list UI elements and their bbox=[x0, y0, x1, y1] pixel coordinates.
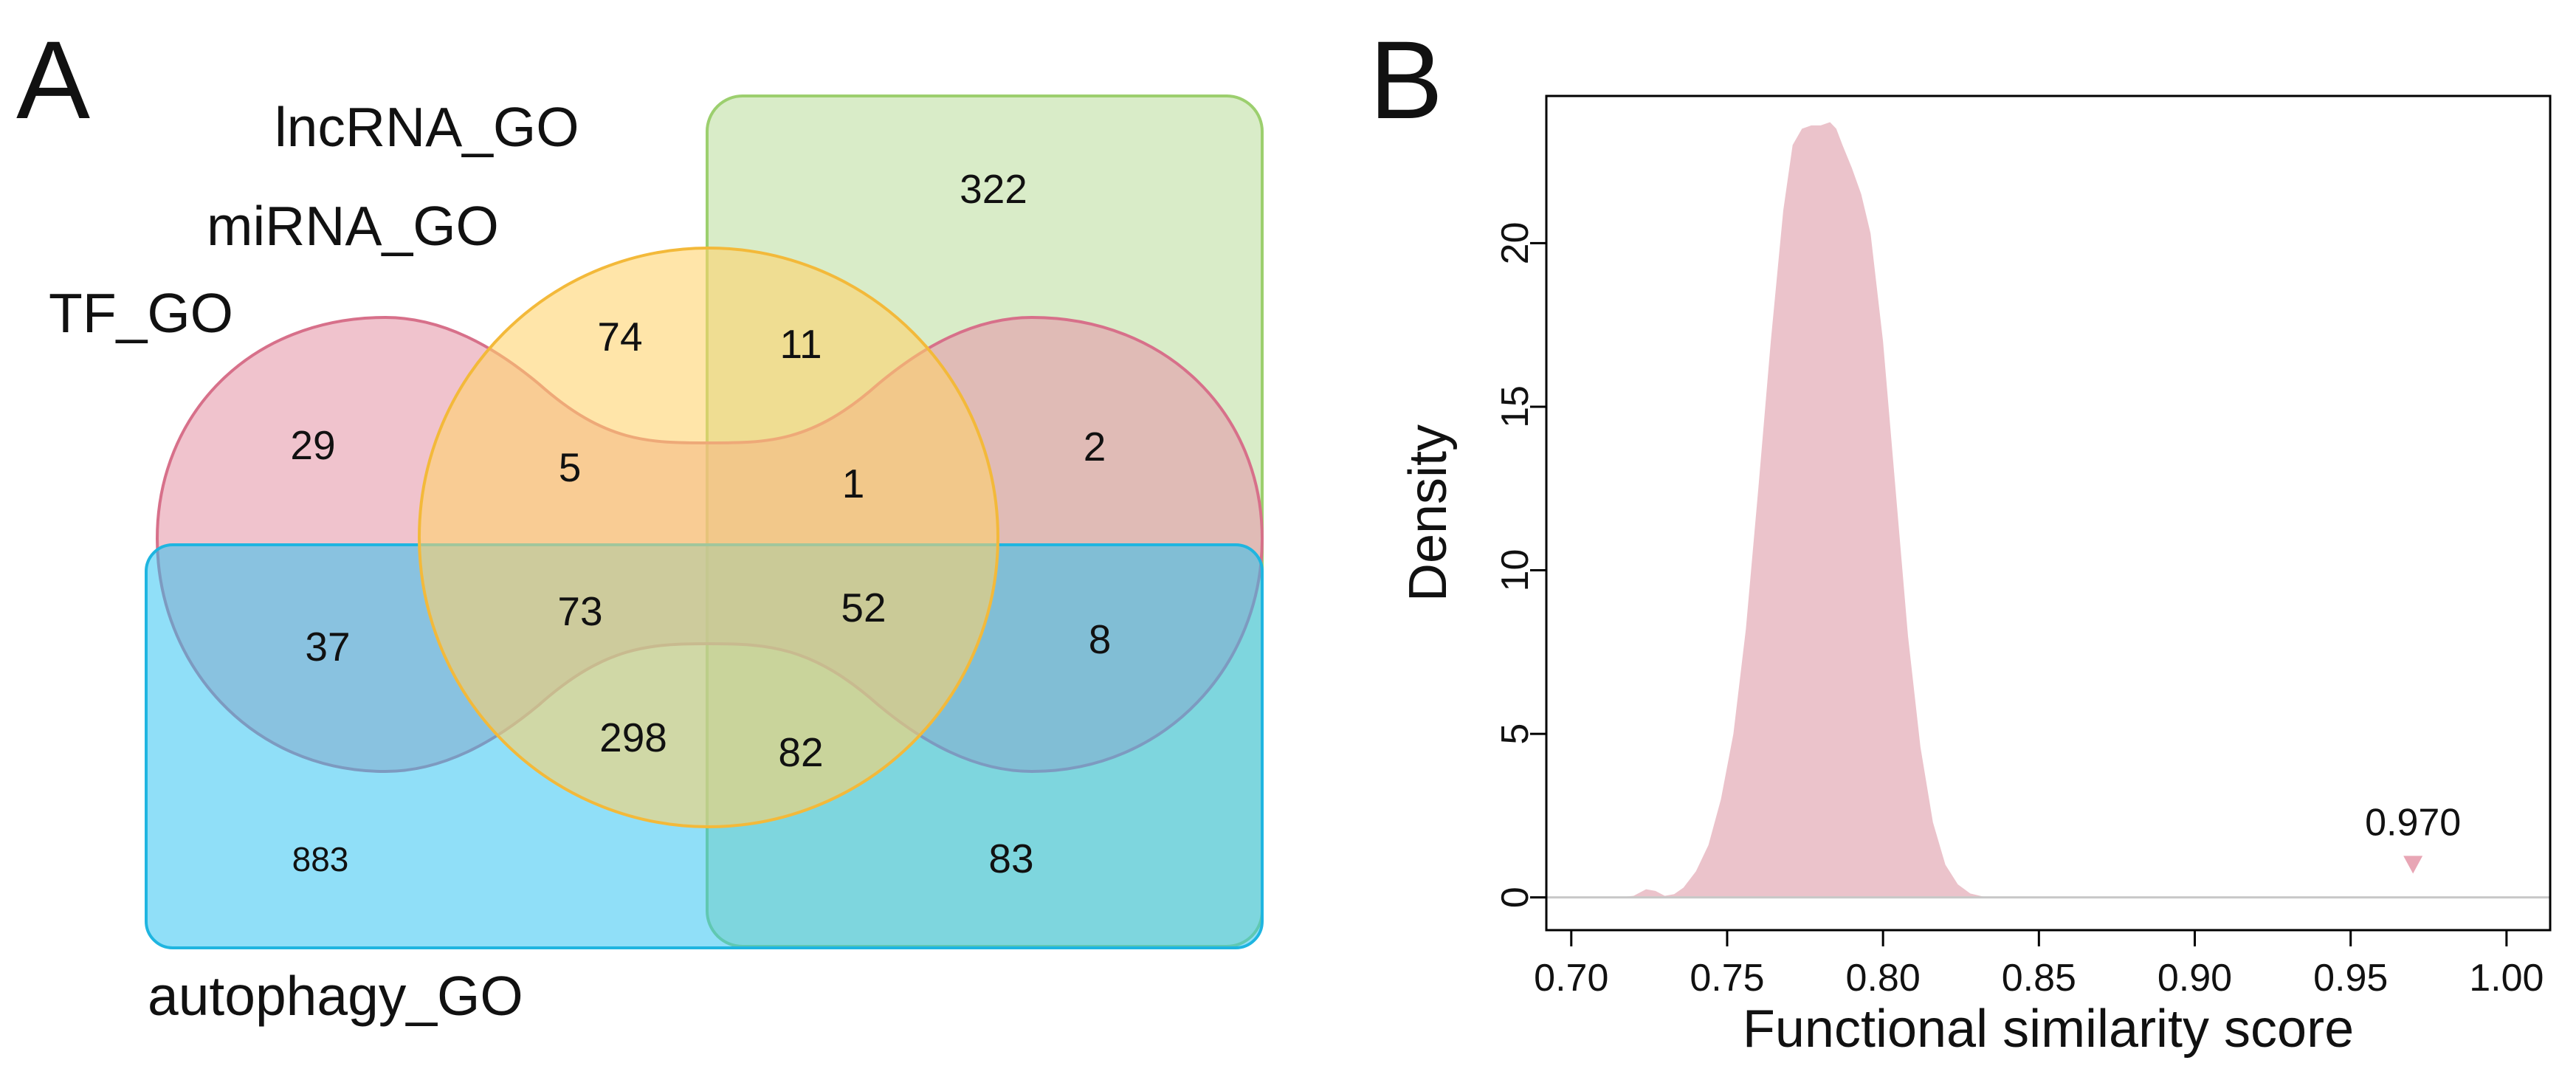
panel-b: B 0.70 0.75 0.80 0.85 0.90 0.95 1.00 0 5 10 15 20 … bbox=[1369, 18, 2552, 1059]
x-axis-ticks: 0.70 0.75 0.80 0.85 0.90 0.95 1.00 bbox=[1534, 930, 2544, 1000]
x-tick-label: 0.80 bbox=[1846, 957, 1921, 1000]
x-tick-label: 0.75 bbox=[1690, 957, 1764, 1000]
count-autophagy-only: 883 bbox=[292, 840, 349, 878]
x-tick-label: 0.95 bbox=[2313, 957, 2388, 1000]
panel-b-letter: B bbox=[1369, 18, 1443, 142]
y-axis-ticks: 0 5 10 15 20 bbox=[1494, 221, 1546, 908]
count-mirna-autophagy: 298 bbox=[599, 715, 667, 760]
count-tf-autophagy: 37 bbox=[305, 624, 350, 670]
autophagy-set-label: autophagy_GO bbox=[148, 965, 523, 1027]
count-all-four: 52 bbox=[841, 585, 886, 630]
mirna-set-label: miRNA_GO bbox=[207, 195, 499, 257]
count-lncrna-only: 322 bbox=[960, 166, 1027, 212]
count-lncrna-autophagy: 83 bbox=[988, 836, 1033, 881]
y-tick-label: 5 bbox=[1494, 723, 1537, 745]
count-tf-only: 29 bbox=[290, 422, 335, 468]
count-mirna-only: 74 bbox=[597, 314, 642, 360]
count-mirna-lncrna-autophagy: 82 bbox=[778, 729, 823, 775]
count-mirna-lncrna: 11 bbox=[779, 321, 822, 367]
count-tf-mirna: 5 bbox=[559, 444, 582, 490]
plot-frame bbox=[1545, 94, 2552, 932]
y-tick-label: 20 bbox=[1494, 221, 1537, 264]
x-tick-label: 0.70 bbox=[1534, 957, 1608, 1000]
y-axis-title: Density bbox=[1399, 424, 1458, 602]
panel-a-letter: A bbox=[16, 18, 90, 142]
panel-a: A lncRNA_GO miRNA_GO TF_GO autophagy_GO … bbox=[16, 18, 1264, 1027]
count-tf-lncrna: 2 bbox=[1084, 424, 1106, 470]
y-tick-label: 15 bbox=[1494, 385, 1537, 428]
count-tf-mirna-autophagy: 73 bbox=[557, 588, 602, 634]
density-area bbox=[1618, 122, 1996, 898]
x-tick-label: 1.00 bbox=[2469, 957, 2544, 1000]
density-plot: 0.70 0.75 0.80 0.85 0.90 0.95 1.00 0 5 10 15 20 0.… bbox=[1399, 94, 2552, 1059]
x-axis-title: Functional similarity score bbox=[1743, 1000, 2354, 1059]
observed-score-label: 0.970 bbox=[2365, 801, 2461, 844]
tf-set-label: TF_GO bbox=[49, 282, 233, 344]
count-tf-lncrna-autophagy: 8 bbox=[1089, 616, 1112, 662]
y-tick-label: 0 bbox=[1494, 887, 1537, 908]
lncrna-set-label: lncRNA_GO bbox=[275, 96, 579, 158]
count-tf-mirna-lncrna: 1 bbox=[842, 461, 865, 506]
x-tick-label: 0.85 bbox=[2002, 957, 2076, 1000]
mirna-set-shape bbox=[418, 247, 999, 828]
y-tick-label: 10 bbox=[1494, 549, 1537, 592]
observed-score-marker bbox=[2403, 856, 2423, 874]
x-tick-label: 0.90 bbox=[2157, 957, 2232, 1000]
